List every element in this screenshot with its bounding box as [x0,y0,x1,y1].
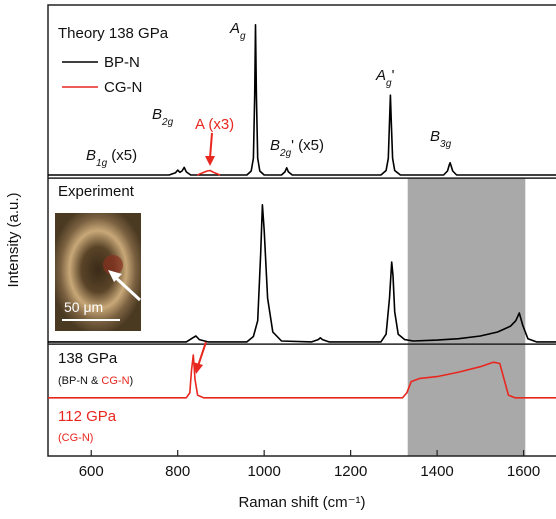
annotation-part: B [152,106,162,123]
annotation-part: 1g [96,158,108,169]
x-tick-label: 1400 [420,463,453,480]
legend-label: BP-N [104,54,140,71]
plot-area [47,4,556,457]
annotation-part: A (x3) [195,116,234,133]
annotation-part: B [86,147,96,164]
annotation: Experiment [58,183,135,200]
x-tick-label: 1600 [507,463,540,480]
annotation: 112 GPa [58,408,117,425]
annotation: Ag [229,20,246,42]
annotation: (BP-N & CG-N) [58,375,133,387]
spectrum-line [48,204,556,343]
annotation: (CG-N) [58,432,93,444]
red-arrows [193,132,215,374]
spectrum-line [48,354,556,399]
annotation-part: (CG-N) [58,432,93,444]
spectrum-line [48,24,556,176]
x-tick-label: 1000 [247,463,280,480]
annotation-part: Theory 138 GPa [58,25,169,42]
inset-photo [55,213,142,331]
annotation: B1g (x5) [86,147,137,169]
annotation: B2g' (x5) [270,137,324,159]
x-tick-label: 1200 [334,463,367,480]
annotation-part: 50 μm [64,299,103,315]
annotation: A (x3) [195,116,234,133]
shaded-region [407,178,526,456]
annotation-part: 2g [161,117,174,128]
annotation: Ag' [375,67,395,89]
legend-label: CG-N [104,79,142,96]
annotation-part: (BP-N & [58,375,101,387]
annotation: B3g [430,128,452,150]
annotation-part: 138 GPa [58,350,118,367]
annotation-part: 2g [279,148,292,159]
annotation-part: 3g [440,139,452,150]
annotation-part: ' [392,67,395,84]
annotation-part: 112 GPa [58,408,117,425]
annotation-part: ' (x5) [291,137,324,154]
x-tick-label: 800 [165,463,190,480]
plot-frame [47,4,556,457]
annotation-part: Experiment [58,183,135,200]
annotation: 138 GPa [58,350,118,367]
x-axis-label: Raman shift (cm⁻¹) [238,494,365,511]
annotation-part: ) [130,375,134,387]
annotation-part: CG-N [101,375,129,387]
y-axis-label: Intensity (a.u.) [5,192,22,287]
annotation-part: g [240,31,246,42]
annotation-part: g [386,78,392,89]
x-tick-label: 600 [79,463,104,480]
annotation-part: (x5) [107,147,137,164]
annotation: B2g [152,106,174,128]
annotation: 50 μm [64,299,103,315]
annotation: Theory 138 GPa [58,25,169,42]
spectrum-line [196,169,221,176]
annotation-part: B [430,128,440,145]
annotation-part: A [375,67,386,84]
annotation-part: B [270,137,280,154]
annotation-part: A [229,20,240,37]
